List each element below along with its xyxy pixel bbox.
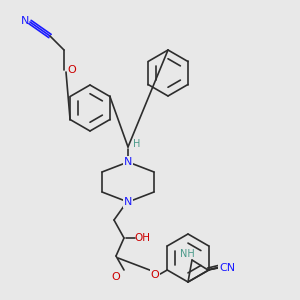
Text: NH: NH xyxy=(180,249,194,259)
Text: N: N xyxy=(124,197,132,207)
Text: H: H xyxy=(133,139,141,149)
Text: OH: OH xyxy=(134,233,150,243)
Text: O: O xyxy=(112,272,120,282)
Text: N: N xyxy=(124,157,132,167)
Text: CN: CN xyxy=(219,263,235,273)
Text: O: O xyxy=(151,270,160,280)
Text: N: N xyxy=(21,16,29,26)
Text: O: O xyxy=(68,65,76,75)
